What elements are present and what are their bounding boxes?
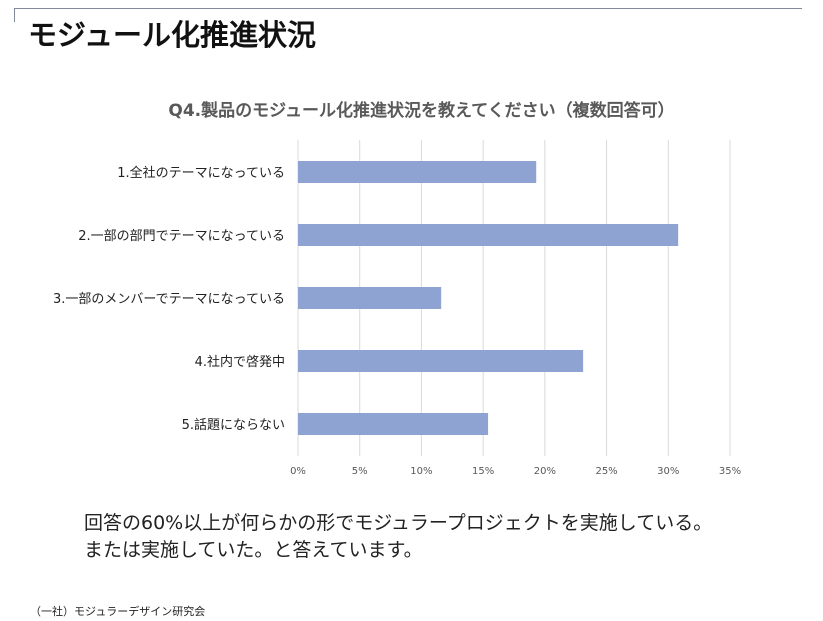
x-tick-label: 25% [595,466,617,477]
footer-credit: （一社）モジュラーデザイン研究会 [30,605,206,618]
category-label: 2.一部の部門でテーマになっている [78,229,285,244]
x-tick-label: 35% [719,466,741,477]
top-rule [14,8,802,9]
bar [298,224,679,246]
x-tick-label: 0% [290,466,306,477]
category-label: 3.一部のメンバーでテーマになっている [53,292,285,307]
category-label: 1.全社のテーマになっている [117,165,285,181]
bar [298,413,489,435]
summary-line-2: または実施していた。と答えています。 [84,539,423,561]
bar [298,350,584,372]
category-label: 4.社内で啓発中 [195,354,285,370]
bar [298,287,442,309]
category-label: 5.話題にならない [182,417,285,433]
x-tick-label: 15% [472,466,494,477]
x-tick-label: 10% [410,466,432,477]
summary-line-1: 回答の60%以上が何らかの形でモジュラープロジェクトを実施している。 [84,512,713,534]
x-tick-label: 20% [534,466,556,477]
top-rule-tick [14,8,15,22]
bar [298,161,537,183]
x-tick-label: 30% [657,466,679,477]
x-tick-label: 5% [352,466,368,477]
page-title: モジュール化推進状況 [28,18,316,52]
summary-text: 回答の60%以上が何らかの形でモジュラープロジェクトを実施している。 または実施… [84,510,712,564]
chart-title: Q4.製品のモジュール化推進状況を教えてください（複数回答可） [168,101,675,121]
